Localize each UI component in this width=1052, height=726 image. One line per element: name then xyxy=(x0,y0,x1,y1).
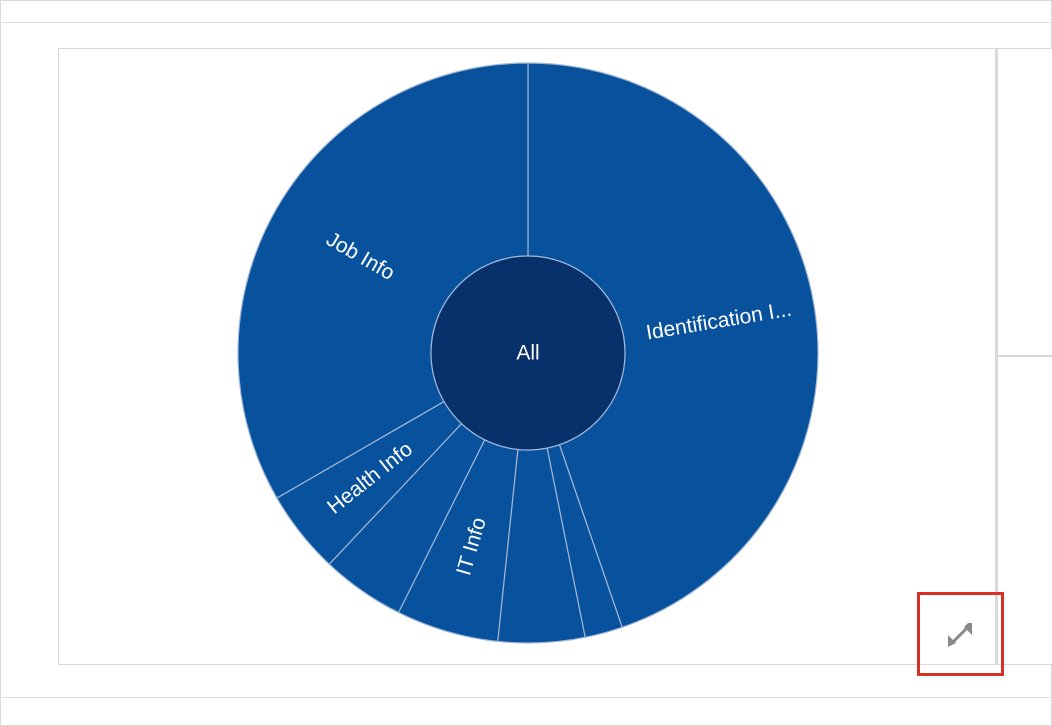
root-segment[interactable] xyxy=(430,255,626,451)
bottom-divider xyxy=(0,697,1052,698)
top-divider xyxy=(0,22,1052,23)
expand-button[interactable] xyxy=(917,592,1004,676)
root-label: All xyxy=(516,342,539,365)
expand-arrows-icon xyxy=(947,623,972,647)
right-panel-divider xyxy=(998,355,1052,357)
